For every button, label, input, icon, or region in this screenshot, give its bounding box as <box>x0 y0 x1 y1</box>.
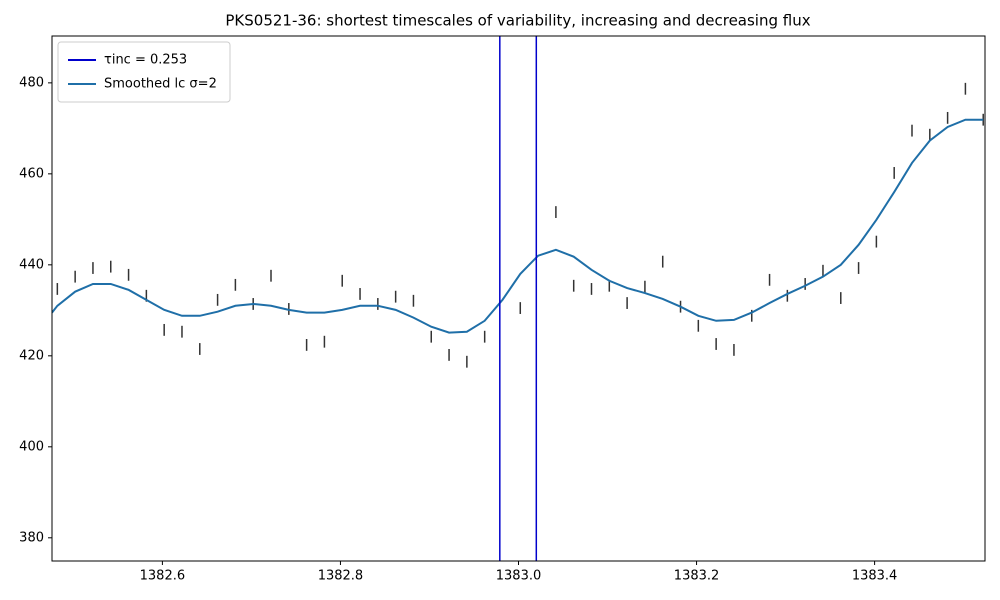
y-tick-label: 480 <box>19 75 44 90</box>
x-tick-label: 1382.6 <box>140 569 186 584</box>
x-tick-label: 1383.4 <box>852 569 898 584</box>
y-tick-label: 460 <box>19 166 44 181</box>
y-tick-label: 400 <box>19 439 44 454</box>
y-tick-label: 380 <box>19 530 44 545</box>
legend-label: τinc = 0.253 <box>104 53 187 68</box>
x-tick-label: 1383.0 <box>496 569 542 584</box>
chart-title: PKS0521-36: shortest timescales of varia… <box>225 12 810 30</box>
legend-label: Smoothed lc σ=2 <box>104 77 217 92</box>
y-tick-label: 420 <box>19 348 44 363</box>
smoothed-line <box>52 118 984 334</box>
plot-area <box>52 36 984 561</box>
x-tick-label: 1383.2 <box>674 569 720 584</box>
legend-box <box>57 41 231 103</box>
x-tick-label: 1382.8 <box>318 569 364 584</box>
y-tick-label: 440 <box>19 257 44 272</box>
